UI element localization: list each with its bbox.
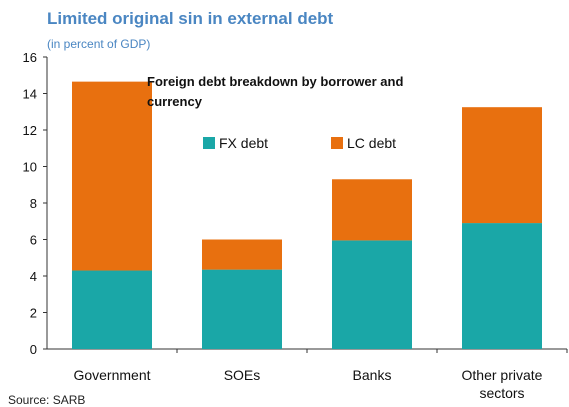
y-tick-label: 12 bbox=[23, 123, 37, 138]
x-category-label: SOEs bbox=[224, 367, 261, 383]
y-tick-label: 16 bbox=[23, 50, 37, 65]
legend-swatch-lc bbox=[331, 137, 343, 149]
inset-title: Foreign debt breakdown by borrower and bbox=[147, 74, 403, 89]
lc-debt-bar bbox=[462, 107, 542, 224]
legend-swatch-fx bbox=[203, 137, 215, 149]
x-category-label: Government bbox=[73, 367, 150, 383]
chart-title: Limited original sin in external debt bbox=[47, 9, 334, 28]
x-category-label: Banks bbox=[353, 367, 392, 383]
fx-debt-bar bbox=[72, 270, 152, 349]
y-tick-label: 2 bbox=[30, 306, 37, 321]
y-tick-label: 10 bbox=[23, 160, 37, 175]
lc-debt-bar bbox=[202, 239, 282, 270]
legend-label-fx: FX debt bbox=[219, 135, 268, 151]
y-tick-label: 8 bbox=[30, 196, 37, 211]
x-category-label: sectors bbox=[479, 385, 524, 401]
source-note: Source: SARB bbox=[8, 393, 86, 407]
inset-title: currency bbox=[147, 94, 203, 109]
y-tick-label: 14 bbox=[23, 87, 37, 102]
lc-debt-bar bbox=[332, 179, 412, 241]
fx-debt-bar bbox=[462, 223, 542, 349]
fx-debt-bar bbox=[202, 269, 282, 349]
x-category-label: Other private bbox=[462, 367, 543, 383]
legend-label-lc: LC debt bbox=[347, 135, 396, 151]
y-tick-label: 4 bbox=[30, 269, 37, 284]
y-tick-label: 6 bbox=[30, 233, 37, 248]
fx-debt-bar bbox=[332, 240, 412, 349]
y-tick-label: 0 bbox=[30, 342, 37, 357]
chart-subtitle: (in percent of GDP) bbox=[47, 37, 151, 51]
lc-debt-bar bbox=[72, 81, 152, 271]
